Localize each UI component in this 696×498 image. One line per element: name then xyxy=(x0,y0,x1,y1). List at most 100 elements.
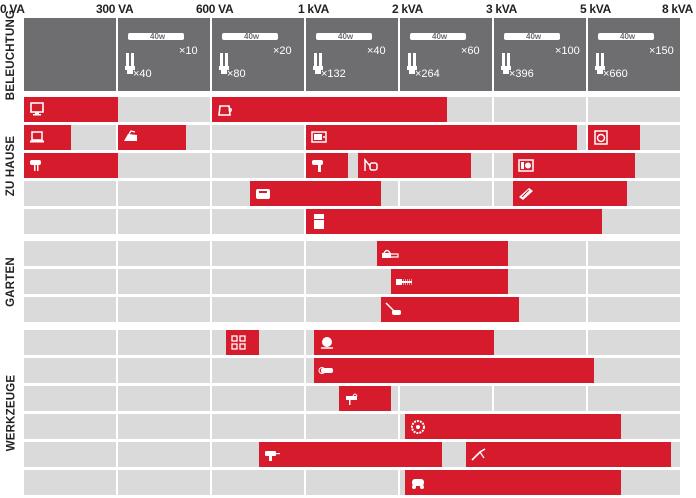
grid-cell xyxy=(118,470,210,495)
bulb-icon xyxy=(313,53,323,74)
concrete-mixer-icon xyxy=(320,337,333,349)
kettle-icon xyxy=(218,105,232,116)
microwave-icon xyxy=(311,131,327,143)
grid-cell xyxy=(588,330,680,355)
tube-lamp-label: 40w xyxy=(620,32,636,41)
grid-cell xyxy=(118,209,210,234)
section-label: ZU HAUSE xyxy=(0,97,22,234)
grid-cell xyxy=(588,386,680,411)
scale-label: 3 kVA xyxy=(486,2,517,16)
tube-count: ×40 xyxy=(367,45,386,57)
grid-cell xyxy=(494,97,586,122)
scale-label: 1 kVA xyxy=(298,2,329,16)
tube-lamp-body xyxy=(598,33,654,40)
section-label-text: ZU HAUSE xyxy=(5,135,18,196)
scale-label: 8 kVA xyxy=(662,2,693,16)
grid-cell xyxy=(588,358,680,383)
tube-lamp-label: 40w xyxy=(150,32,166,41)
grid-cell xyxy=(212,470,304,495)
bulb-icon xyxy=(407,53,417,74)
power-range-bar xyxy=(306,153,349,178)
grid-cell xyxy=(306,269,398,294)
monitor-icon xyxy=(30,102,44,116)
section-label-text: WERKZEUGE xyxy=(5,374,17,451)
tube-lamp-label: 40w xyxy=(432,32,448,41)
power-range-bar xyxy=(226,330,259,355)
grid-cell xyxy=(118,181,210,206)
tube-count: ×60 xyxy=(461,45,480,57)
heater-icon xyxy=(518,159,534,172)
grid-cell xyxy=(118,269,210,294)
grid-cell xyxy=(212,414,304,439)
vacuum-icon xyxy=(363,157,378,171)
power-range-bar xyxy=(512,181,628,206)
grid-cell xyxy=(118,297,210,322)
grid-cell xyxy=(24,241,116,266)
tube-lamp-body xyxy=(316,33,372,40)
grid-cell xyxy=(24,269,116,294)
grid-cell xyxy=(306,470,398,495)
grid-cell xyxy=(24,358,116,383)
grid-cell xyxy=(212,241,304,266)
compressor-icon xyxy=(411,479,424,489)
iron-icon xyxy=(124,130,137,141)
tube-lamp-body xyxy=(410,33,466,40)
grid-cell xyxy=(400,386,492,411)
section-label: GARTEN xyxy=(0,241,22,322)
tube-count: ×10 xyxy=(179,45,198,57)
power-range-bar xyxy=(306,209,603,234)
tube-lamp-label: 40w xyxy=(244,32,260,41)
grid-cell xyxy=(400,181,492,206)
power-scale: 0 VA 300 VA 600 VA 1 kVA 2 kVA 3 kVA 5 kVA 8 kV… xyxy=(0,0,696,18)
grid-cell xyxy=(212,297,304,322)
power-range-bar xyxy=(259,442,443,467)
tube-lamp-body xyxy=(504,33,560,40)
grid-cell xyxy=(24,442,116,467)
tube-lamp-label: 40w xyxy=(526,32,542,41)
power-range-bar xyxy=(249,181,382,206)
tube-count: ×150 xyxy=(649,45,674,57)
scale-label: 0 VA xyxy=(0,2,25,16)
grid-cell xyxy=(118,358,210,383)
grid-cell xyxy=(588,269,680,294)
bulb-count: ×80 xyxy=(227,68,246,80)
power-range-bar xyxy=(588,125,640,150)
bulb-count: ×660 xyxy=(603,68,628,80)
grid-cell xyxy=(588,209,680,234)
grid-cell xyxy=(118,153,210,178)
bulb-count: ×40 xyxy=(133,68,152,80)
grid-cell xyxy=(24,181,116,206)
scale-label: 300 VA xyxy=(96,2,134,16)
mixer-icon xyxy=(30,160,41,171)
tube-count: ×20 xyxy=(273,45,292,57)
scale-label: 5 kVA xyxy=(580,2,611,16)
washing-machine-icon xyxy=(594,130,608,145)
power-range-bar xyxy=(313,358,594,383)
grid-cell xyxy=(24,414,116,439)
grid-cell xyxy=(118,97,210,122)
drill-icon xyxy=(265,451,280,461)
chainsaw-icon xyxy=(381,249,399,258)
power-range-bar xyxy=(313,330,494,355)
toaster-icon xyxy=(255,189,270,199)
grid-cell xyxy=(588,97,680,122)
power-range-bar xyxy=(24,97,118,122)
refrigerator-icon xyxy=(314,214,324,229)
bulb-icon xyxy=(501,53,511,74)
scale-label: 600 VA xyxy=(196,2,234,16)
grid-cell xyxy=(24,470,116,495)
power-range-bar xyxy=(376,241,509,266)
bulb-icon xyxy=(125,53,135,74)
grid-cell xyxy=(24,209,116,234)
grid-cell xyxy=(118,386,210,411)
tube-lamp-label: 40w xyxy=(338,32,354,41)
welding-icon xyxy=(471,448,486,461)
grid-cell xyxy=(212,125,304,150)
scale-label: 2 kVA xyxy=(392,2,423,16)
tube-lamp-body xyxy=(128,33,184,40)
power-range-bar xyxy=(465,442,671,467)
hedge-trimmer-icon xyxy=(395,279,412,285)
grid-cell xyxy=(212,209,304,234)
power-range-bar xyxy=(404,414,621,439)
angle-grinder-icon xyxy=(318,367,333,374)
